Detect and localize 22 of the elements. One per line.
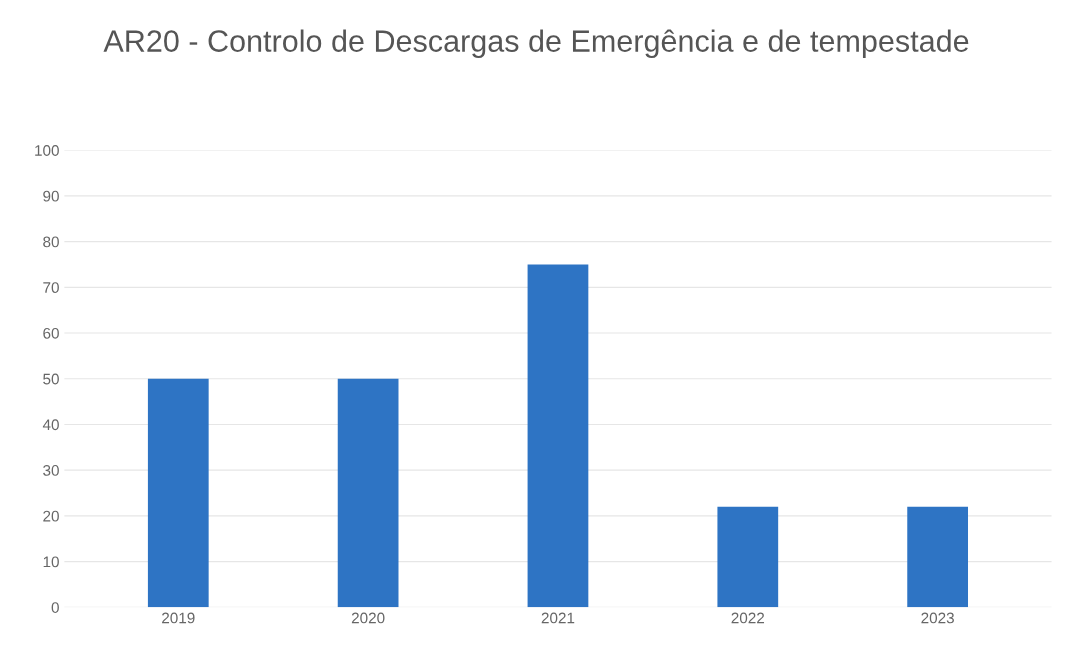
bar	[337, 378, 399, 608]
y-tick-label: 10	[43, 556, 59, 568]
y-tick-label: 40	[42, 419, 59, 431]
y-tick-label: 100	[35, 145, 59, 156]
chart-title: AR20 - Controlo de Descargas de Emergência e de tempestade	[103, 29, 969, 58]
x-tick-label: 2020	[351, 612, 385, 624]
y-tick-label: 80	[43, 236, 59, 248]
y-tick-label: 30	[43, 465, 59, 476]
bar	[907, 506, 969, 608]
x-tick-label: 2021	[541, 612, 575, 624]
y-tick-label: 0	[51, 602, 59, 613]
y-tick-label: 60	[43, 327, 59, 339]
bar	[717, 506, 779, 608]
y-tick-label: 20	[43, 510, 59, 522]
bar	[527, 264, 589, 608]
bar	[147, 378, 209, 608]
y-tick-label: 50	[43, 373, 59, 385]
x-tick-label: 2019	[162, 612, 195, 624]
x-tick-label: 2023	[921, 612, 954, 624]
y-tick-label: 70	[43, 282, 59, 294]
y-tick-label: 90	[43, 190, 59, 202]
x-tick-label: 2022	[731, 612, 765, 624]
